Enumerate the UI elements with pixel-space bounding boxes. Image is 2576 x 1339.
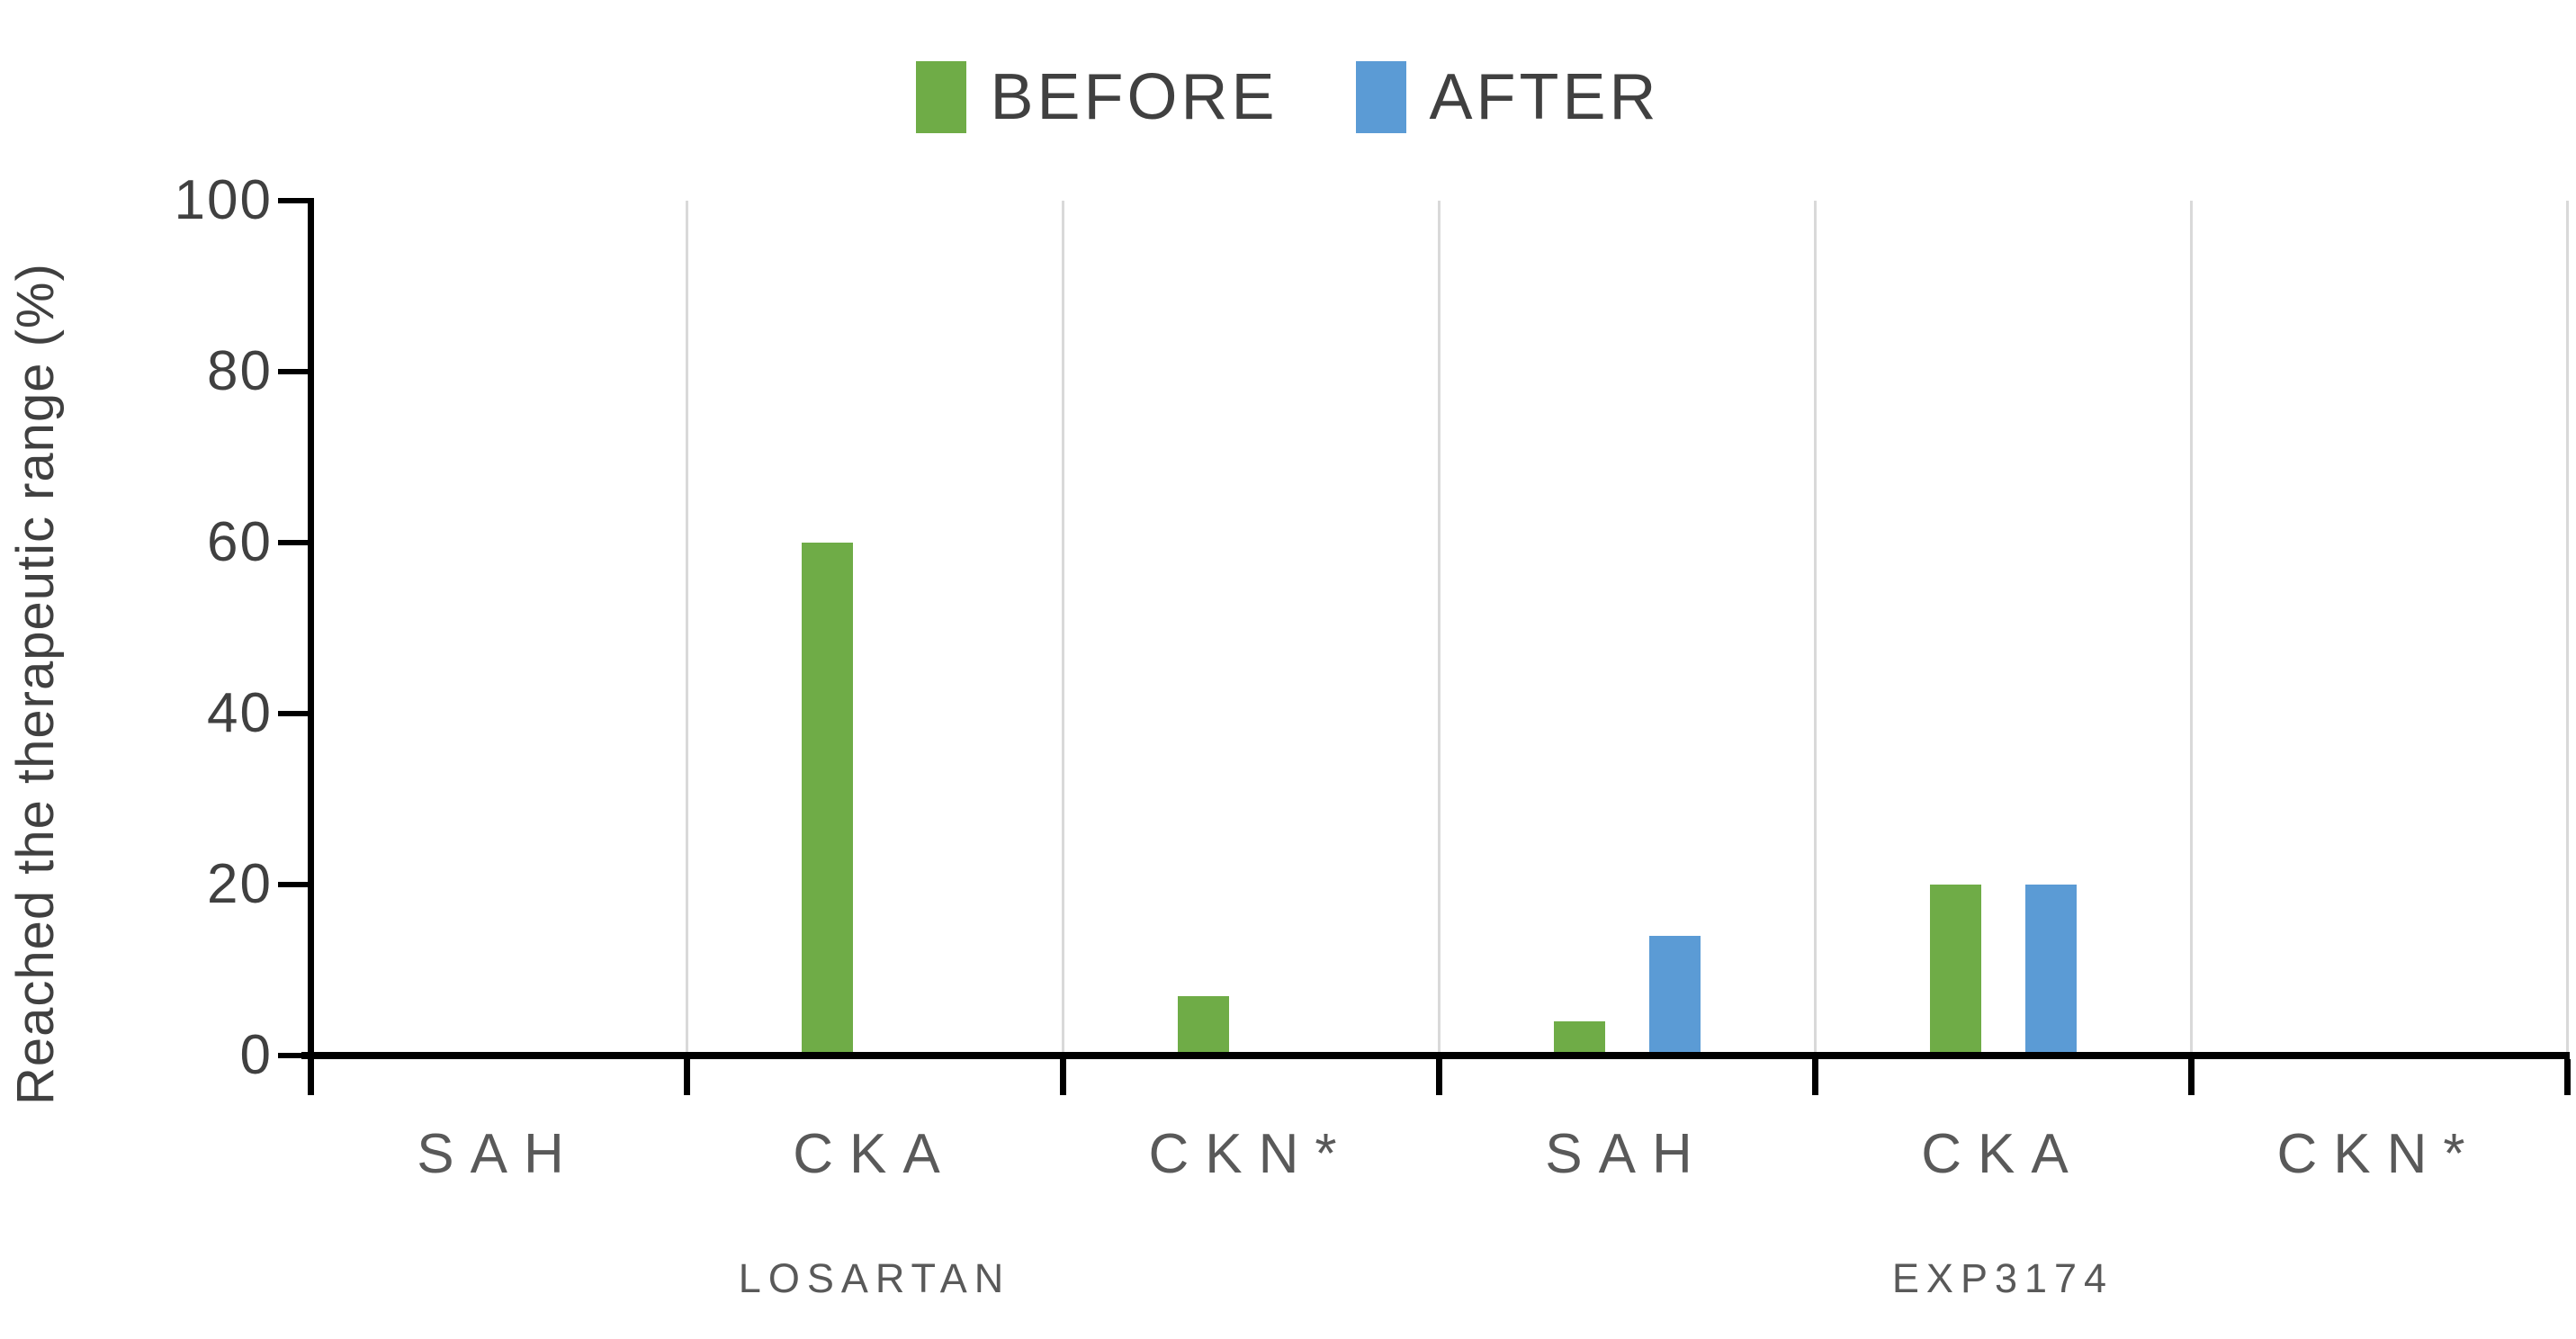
category-gridline	[2565, 201, 2569, 1056]
legend-swatch-before	[916, 61, 967, 133]
x-tick-mark	[307, 1059, 314, 1095]
legend-label-before: BEFORE	[990, 61, 1279, 133]
y-axis-title: Reached the therapeutic range (%)	[6, 263, 65, 1105]
x-tick-mark	[683, 1059, 690, 1095]
x-tick-mark	[2563, 1059, 2571, 1095]
x-group-label: EXP3174	[1891, 1255, 2114, 1301]
bar-before-cka-losartan	[802, 543, 853, 1056]
category-gridline	[2189, 201, 2193, 1056]
bar-after-sah-exp3174	[1649, 936, 1701, 1056]
y-tick-label: 60	[207, 511, 273, 573]
legend-item-before: BEFORE	[916, 61, 1278, 133]
y-tick-label: 0	[239, 1024, 273, 1086]
x-tick-mark	[1059, 1059, 1066, 1095]
category-gridline	[1813, 201, 1817, 1056]
y-tick-mark	[278, 198, 310, 203]
x-category-label: CKA	[1921, 1123, 2085, 1185]
y-tick-label: 20	[207, 853, 273, 915]
bar-after-cka-exp3174	[2025, 885, 2077, 1056]
y-tick-mark	[278, 882, 310, 887]
y-tick-label: 100	[174, 169, 273, 231]
x-tick-mark	[2187, 1059, 2195, 1095]
x-tick-mark	[1435, 1059, 1442, 1095]
x-category-label: CKA	[793, 1123, 956, 1185]
legend-swatch-after	[1355, 61, 1406, 133]
x-category-label: CKN*	[2276, 1123, 2482, 1185]
y-tick-label: 80	[207, 340, 273, 402]
bar-before-cka-exp3174	[1930, 885, 1981, 1056]
y-axis-line	[307, 198, 314, 1059]
chart-legend: BEFORE AFTER	[0, 47, 2576, 148]
y-tick-mark	[278, 711, 310, 716]
legend-item-after: AFTER	[1355, 61, 1660, 133]
legend-label-after: AFTER	[1429, 61, 1660, 133]
x-category-label: SAH	[417, 1123, 580, 1185]
category-gridline	[1437, 201, 1441, 1056]
x-tick-mark	[1811, 1059, 1818, 1095]
category-gridline	[685, 201, 688, 1056]
y-tick-mark	[278, 540, 310, 545]
bar-before-cknstar-losartan	[1178, 995, 1229, 1056]
category-gridline	[1061, 201, 1064, 1056]
x-category-label: SAH	[1545, 1123, 1709, 1185]
x-axis-line	[301, 1052, 2570, 1059]
bar-before-sah-exp3174	[1554, 1021, 1605, 1056]
x-category-label: CKN*	[1148, 1123, 1353, 1185]
y-tick-label: 40	[207, 682, 273, 744]
y-tick-mark	[278, 369, 310, 374]
y-tick-mark	[278, 1053, 310, 1058]
x-group-label: LOSARTAN	[738, 1255, 1011, 1301]
